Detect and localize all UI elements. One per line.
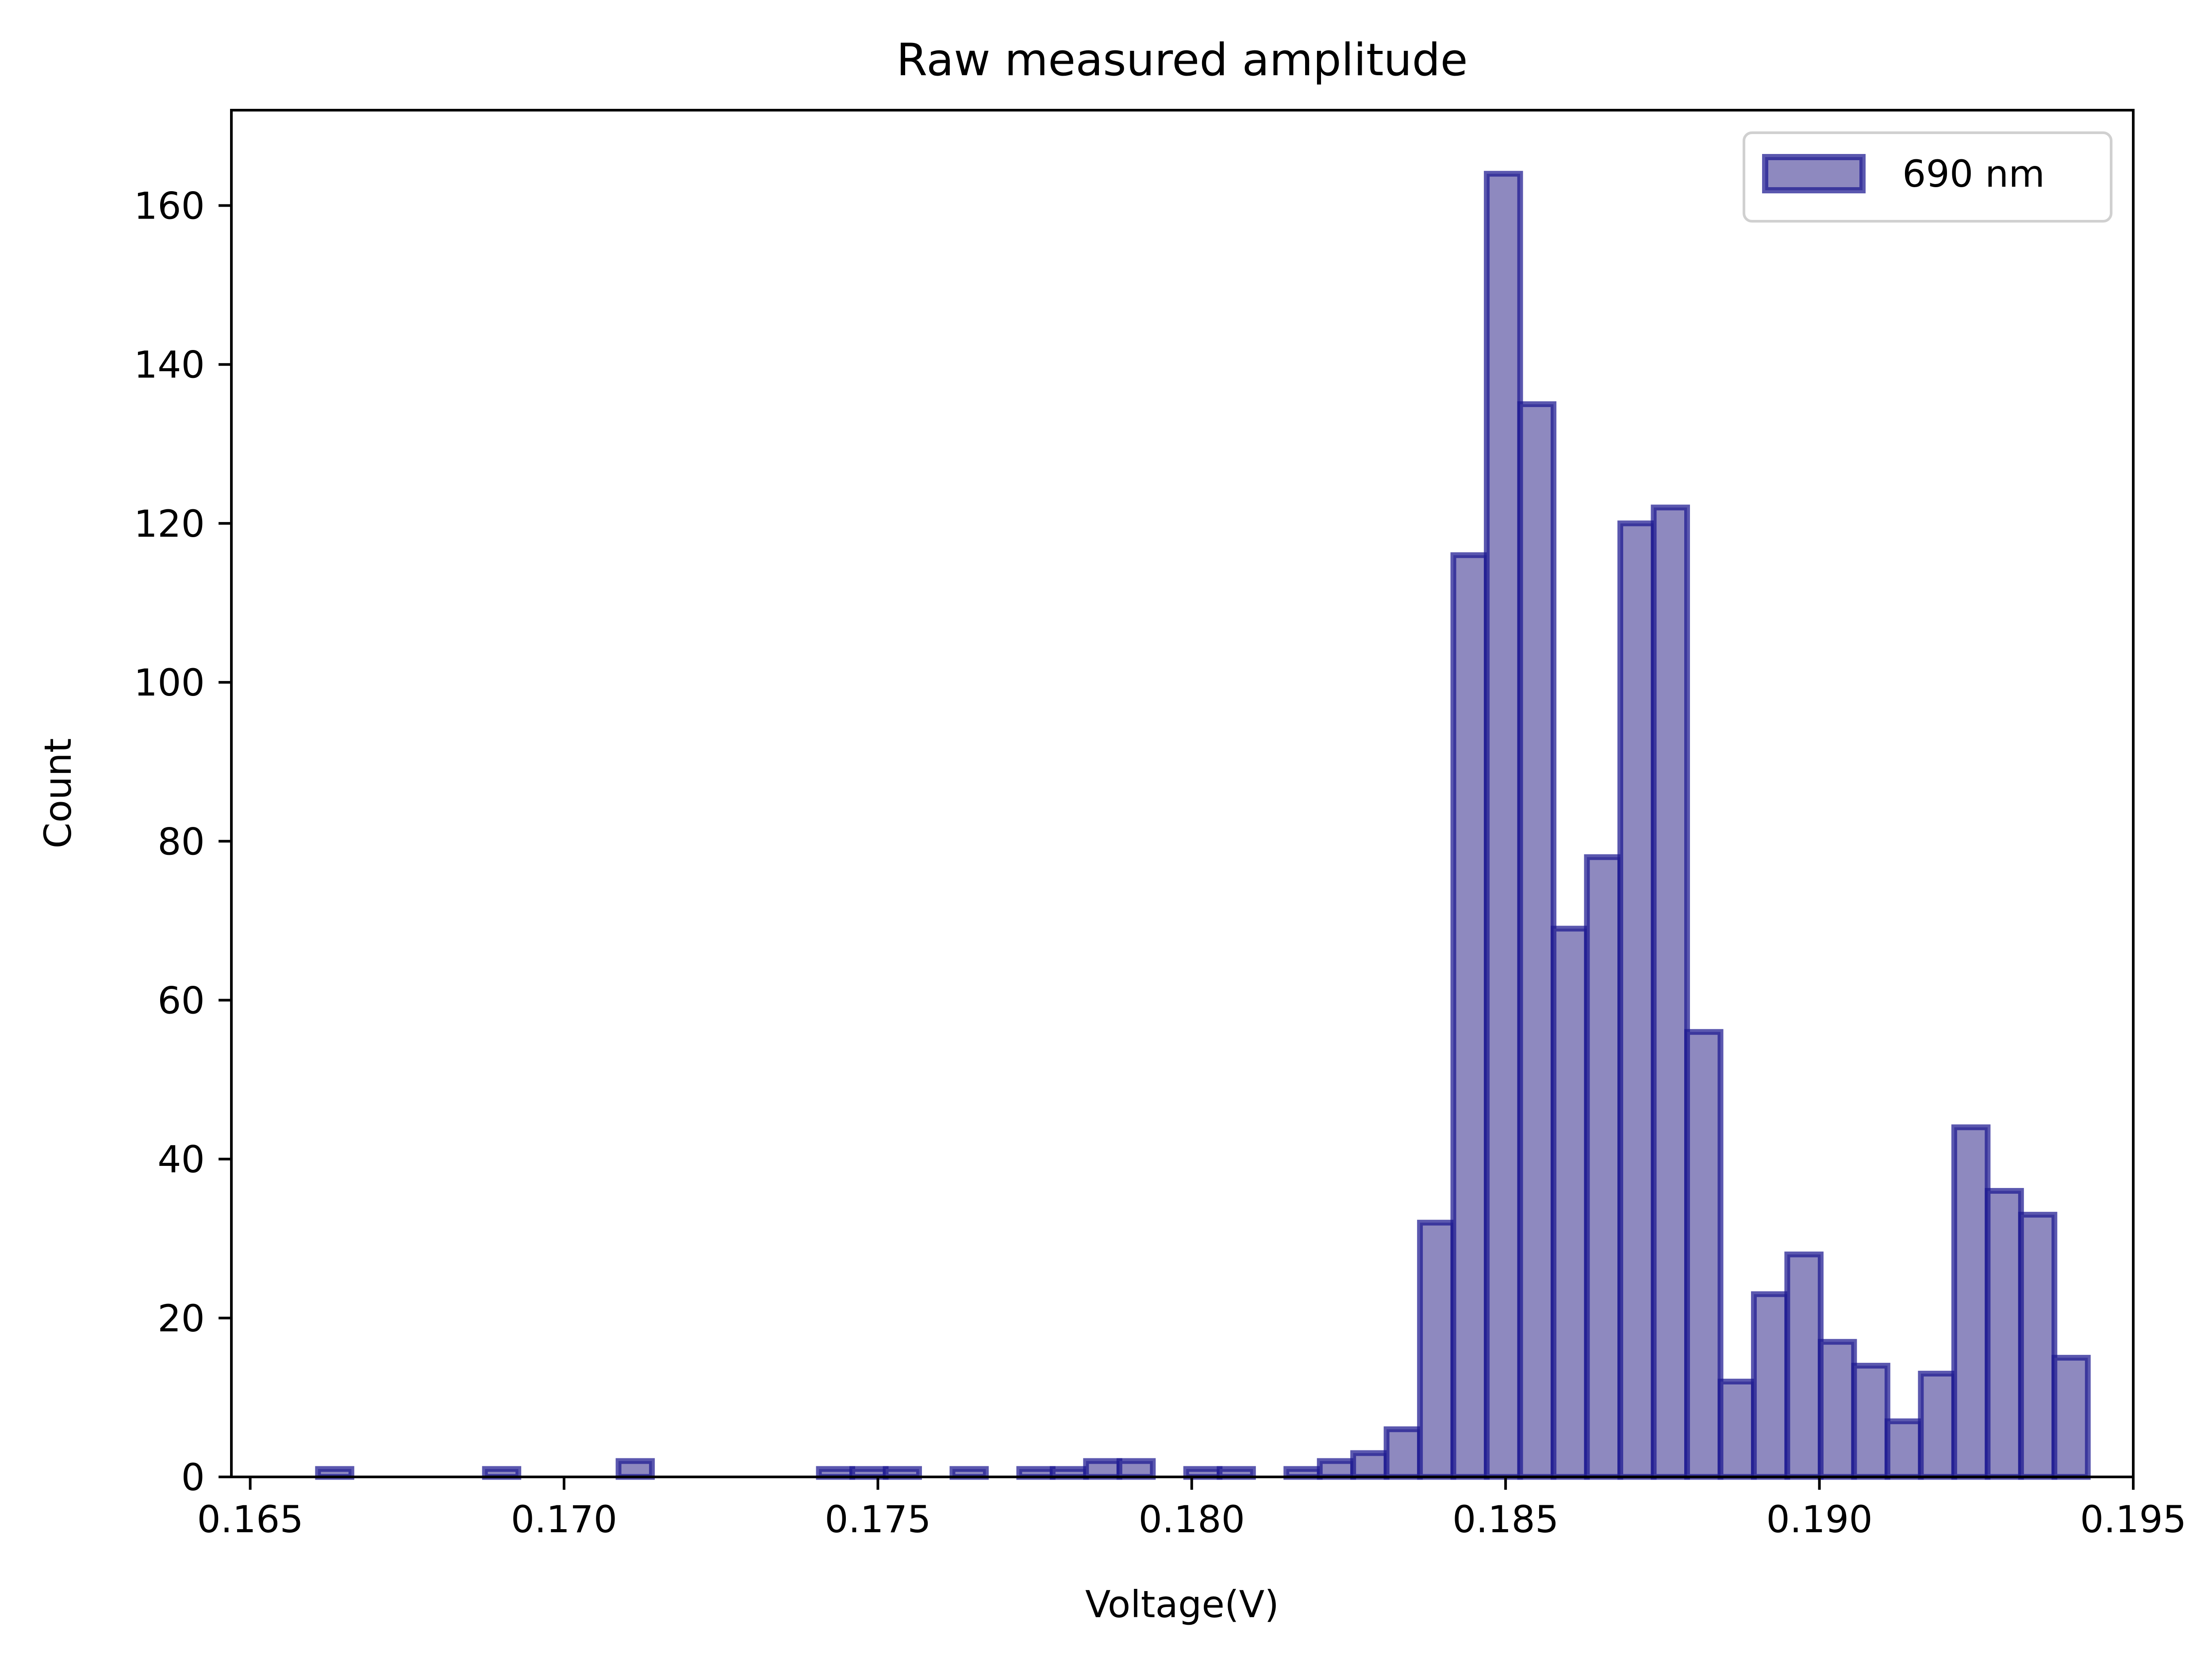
y-tick-label: 100 — [134, 661, 205, 704]
legend: 690 nm — [1743, 131, 2112, 223]
y-tick-label: 0 — [181, 1456, 205, 1499]
histogram-bar — [1317, 1458, 1356, 1480]
histogram-bar — [1350, 1450, 1390, 1480]
y-tick-label: 140 — [134, 343, 205, 387]
histogram-bar — [1851, 1363, 1890, 1480]
y-tick-label: 60 — [157, 979, 205, 1022]
histogram-bar — [1751, 1291, 1790, 1480]
chart-title: Raw measured amplitude — [896, 34, 1468, 86]
x-tick-label: 0.185 — [1452, 1498, 1559, 1541]
histogram-bar — [1617, 520, 1657, 1480]
histogram-bar — [2051, 1355, 2091, 1480]
histogram-bar — [1484, 171, 1523, 1480]
histogram-bar — [1817, 1339, 1857, 1480]
histogram-bar — [1784, 1251, 1824, 1480]
legend-swatch — [1762, 154, 1866, 193]
histogram-bar — [1083, 1458, 1122, 1480]
histogram-bar — [1584, 854, 1624, 1480]
x-tick-label: 0.165 — [197, 1498, 303, 1541]
x-tick-label: 0.195 — [2080, 1498, 2186, 1541]
x-tick-label: 0.190 — [1766, 1498, 1872, 1541]
histogram-bar — [1717, 1378, 1757, 1480]
histogram-bar — [1951, 1124, 1991, 1480]
y-tick-label: 40 — [157, 1138, 205, 1181]
legend-label: 690 nm — [1902, 152, 2045, 196]
histogram-bar — [1684, 1029, 1724, 1480]
y-tick-label: 20 — [157, 1297, 205, 1340]
y-tick-label: 120 — [134, 502, 205, 546]
y-axis-label: Count — [36, 738, 80, 848]
histogram-bar — [1116, 1458, 1156, 1480]
histogram-bar — [1651, 504, 1690, 1480]
histogram-bar — [1551, 926, 1590, 1480]
y-tick-label: 80 — [157, 820, 205, 863]
x-tick-label: 0.170 — [511, 1498, 617, 1541]
x-axis-label: Voltage(V) — [1085, 1583, 1279, 1626]
histogram-bar — [615, 1458, 655, 1480]
histogram-bar — [1417, 1219, 1456, 1480]
histogram-bar — [2018, 1211, 2058, 1480]
histogram-bar — [1985, 1188, 2024, 1480]
histogram-bar — [1450, 552, 1490, 1480]
histogram-bar — [1383, 1426, 1423, 1480]
x-tick-label: 0.175 — [825, 1498, 931, 1541]
y-axis-ticks: 0 20 40 60 80 100 120 140 160 — [134, 185, 231, 1499]
y-tick-label: 160 — [134, 185, 205, 228]
histogram-bar — [1884, 1418, 1924, 1480]
x-axis-ticks: 0.165 0.170 0.175 0.180 0.185 0.190 0.195 — [197, 1477, 2186, 1541]
histogram-bar — [1517, 401, 1557, 1480]
x-tick-label: 0.180 — [1139, 1498, 1245, 1541]
histogram-bar — [1918, 1371, 1957, 1480]
plot-frame — [230, 109, 2135, 1478]
